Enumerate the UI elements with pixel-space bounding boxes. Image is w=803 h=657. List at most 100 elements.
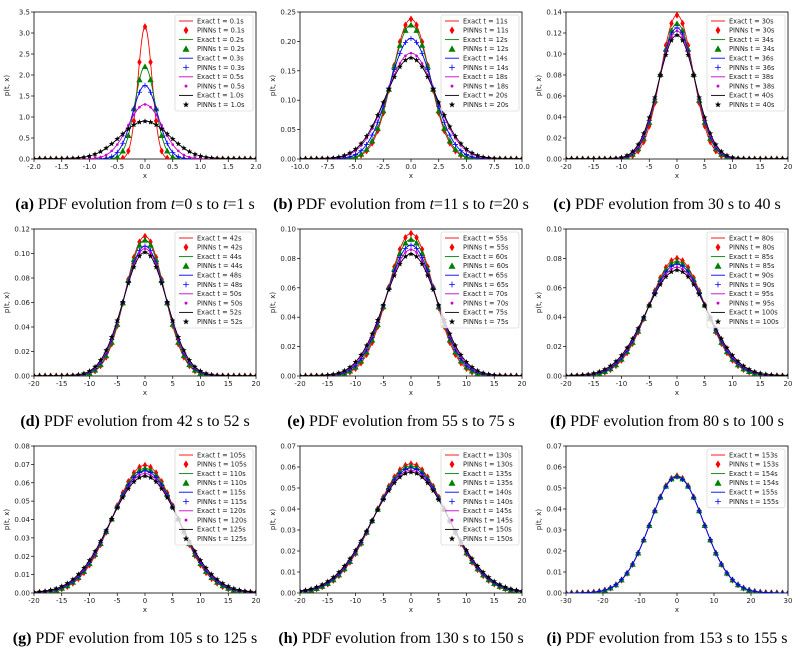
series-point-12s (391, 62, 398, 69)
caption-label: (d) (20, 413, 40, 430)
series-point-155s (607, 585, 613, 591)
series-point-20s (463, 146, 470, 152)
x-tick-label: 20 (784, 163, 793, 171)
series-point-38s (670, 35, 673, 39)
data-area (566, 254, 788, 376)
caption-label: (b) (273, 196, 293, 213)
series-point-1.0s (147, 119, 154, 125)
series-point-125s (125, 485, 132, 492)
y-tick-label: 2.5 (19, 51, 30, 59)
data-area (566, 12, 788, 159)
legend-marker-swatch (715, 281, 721, 288)
series-point-100s (574, 372, 580, 376)
series-point-0.5s (143, 103, 147, 106)
y-tick-label: 0.06 (546, 284, 562, 292)
legend-pinns-label: PINNs t = 38s (729, 82, 775, 90)
series-point-155s (624, 570, 630, 576)
series-point-0.5s (110, 149, 113, 153)
legend-pinns-label: PINNs t = 65s (463, 281, 509, 289)
series-point-1.0s (225, 155, 232, 159)
series-point-1.0s (47, 155, 54, 159)
y-tick-label: 0.02 (14, 348, 30, 356)
legend-exact-label: Exact t = 0.1s (197, 17, 244, 25)
legend-pinns-label: PINNs t = 105s (197, 461, 247, 469)
series-point-0.1s (142, 23, 148, 31)
series-point-40s (779, 156, 786, 159)
y-tick-label: 3.0 (19, 30, 30, 38)
series-point-0.2s (158, 132, 165, 139)
y-tick-label: 0.00 (280, 156, 296, 164)
series-point-0.5s (160, 123, 163, 127)
y-axis-label: p(t, x) (269, 292, 277, 314)
x-tick-label: -20 (28, 597, 39, 605)
series-point-70s (398, 259, 402, 263)
legend-pinns-label: PINNs t = 115s (197, 498, 247, 506)
series-point-75s (496, 372, 503, 376)
series-point-0.1s (126, 147, 131, 155)
x-tick-label: 20 (252, 597, 261, 605)
subplot-caption: (h) PDF evolution from 130 s to 150 s (278, 630, 523, 647)
series-point-0.5s (193, 156, 197, 159)
series-point-125s (53, 585, 60, 591)
legend-marker-swatch (449, 498, 455, 505)
x-tick-label: -5 (114, 597, 121, 605)
series-point-155s (779, 590, 786, 593)
y-tick-label: 0.01 (14, 571, 30, 579)
subplot-g: -20 -15 -10 -5 0 5 10 15 20 0.00 0.01 0.02 0.03 0.04 0… (3, 443, 260, 648)
series-point-40s (740, 155, 747, 159)
series-point-11s (403, 21, 408, 29)
series-point-52s (125, 280, 132, 286)
series-point-125s (34, 589, 37, 593)
x-tick-label: 2.5 (433, 163, 444, 171)
series-point-125s (153, 478, 159, 485)
series-point-20s (441, 112, 448, 118)
legend-exact-label: Exact t = 90s (729, 272, 774, 280)
series-point-1.0s (75, 155, 82, 159)
series-point-1.0s (169, 135, 176, 142)
series-point-14s (463, 151, 470, 158)
data-area (566, 472, 788, 593)
y-tick-label: 0.04 (546, 506, 562, 514)
caption-text: PDF evolution from 55 s to 75 s (309, 413, 515, 430)
series-point-1.0s (108, 140, 115, 147)
series-point-75s (347, 364, 353, 370)
legend-pinns-label: PINNs t = 145s (463, 516, 513, 524)
legend-marker-swatch (449, 460, 455, 469)
y-tick-label: 0.10 (546, 51, 562, 59)
y-tick-label: 0.03 (280, 527, 296, 535)
series-point-1.0s (70, 155, 76, 159)
series-point-30s (669, 19, 674, 27)
series-point-52s (114, 317, 121, 323)
x-tick-label: 15 (490, 380, 499, 388)
subplot-f: -20 -15 -10 -5 0 5 10 15 20 0.00 0.02 0.04 0.06 0.08 0… (535, 226, 792, 431)
legend-exact-label: Exact t = 50s (197, 290, 242, 298)
series-point-40s (602, 155, 608, 159)
legend-marker-swatch (714, 262, 722, 269)
series-point-125s (86, 557, 93, 563)
series-point-125s (158, 485, 165, 492)
series-point-20s (363, 133, 370, 139)
caption-text: t (171, 196, 176, 213)
legend-pinns-label: PINNs t = 1.0s (197, 101, 245, 109)
series-point-75s (430, 286, 437, 293)
series-point-40s (701, 114, 708, 120)
series-point-12s (446, 137, 454, 144)
x-tick-label: -0.5 (110, 163, 124, 171)
series-point-150s (413, 470, 420, 476)
series-point-11s (408, 15, 414, 23)
x-tick-label: -10 (634, 597, 645, 605)
legend-exact-label: Exact t = 44s (197, 253, 242, 261)
series-point-125s (203, 564, 209, 571)
y-tick-label: 2.0 (19, 72, 30, 80)
series-point-155s (768, 590, 774, 593)
series-point-52s (219, 372, 226, 376)
y-tick-label: 0.04 (14, 324, 30, 332)
series-point-125s (164, 494, 171, 501)
series-point-12s (374, 124, 381, 131)
series-point-52s (208, 371, 215, 376)
x-tick-label: 10 (728, 163, 737, 171)
legend-marker-swatch (184, 84, 188, 88)
series-point-20s (469, 149, 475, 156)
y-tick-label: 0.08 (280, 255, 296, 263)
